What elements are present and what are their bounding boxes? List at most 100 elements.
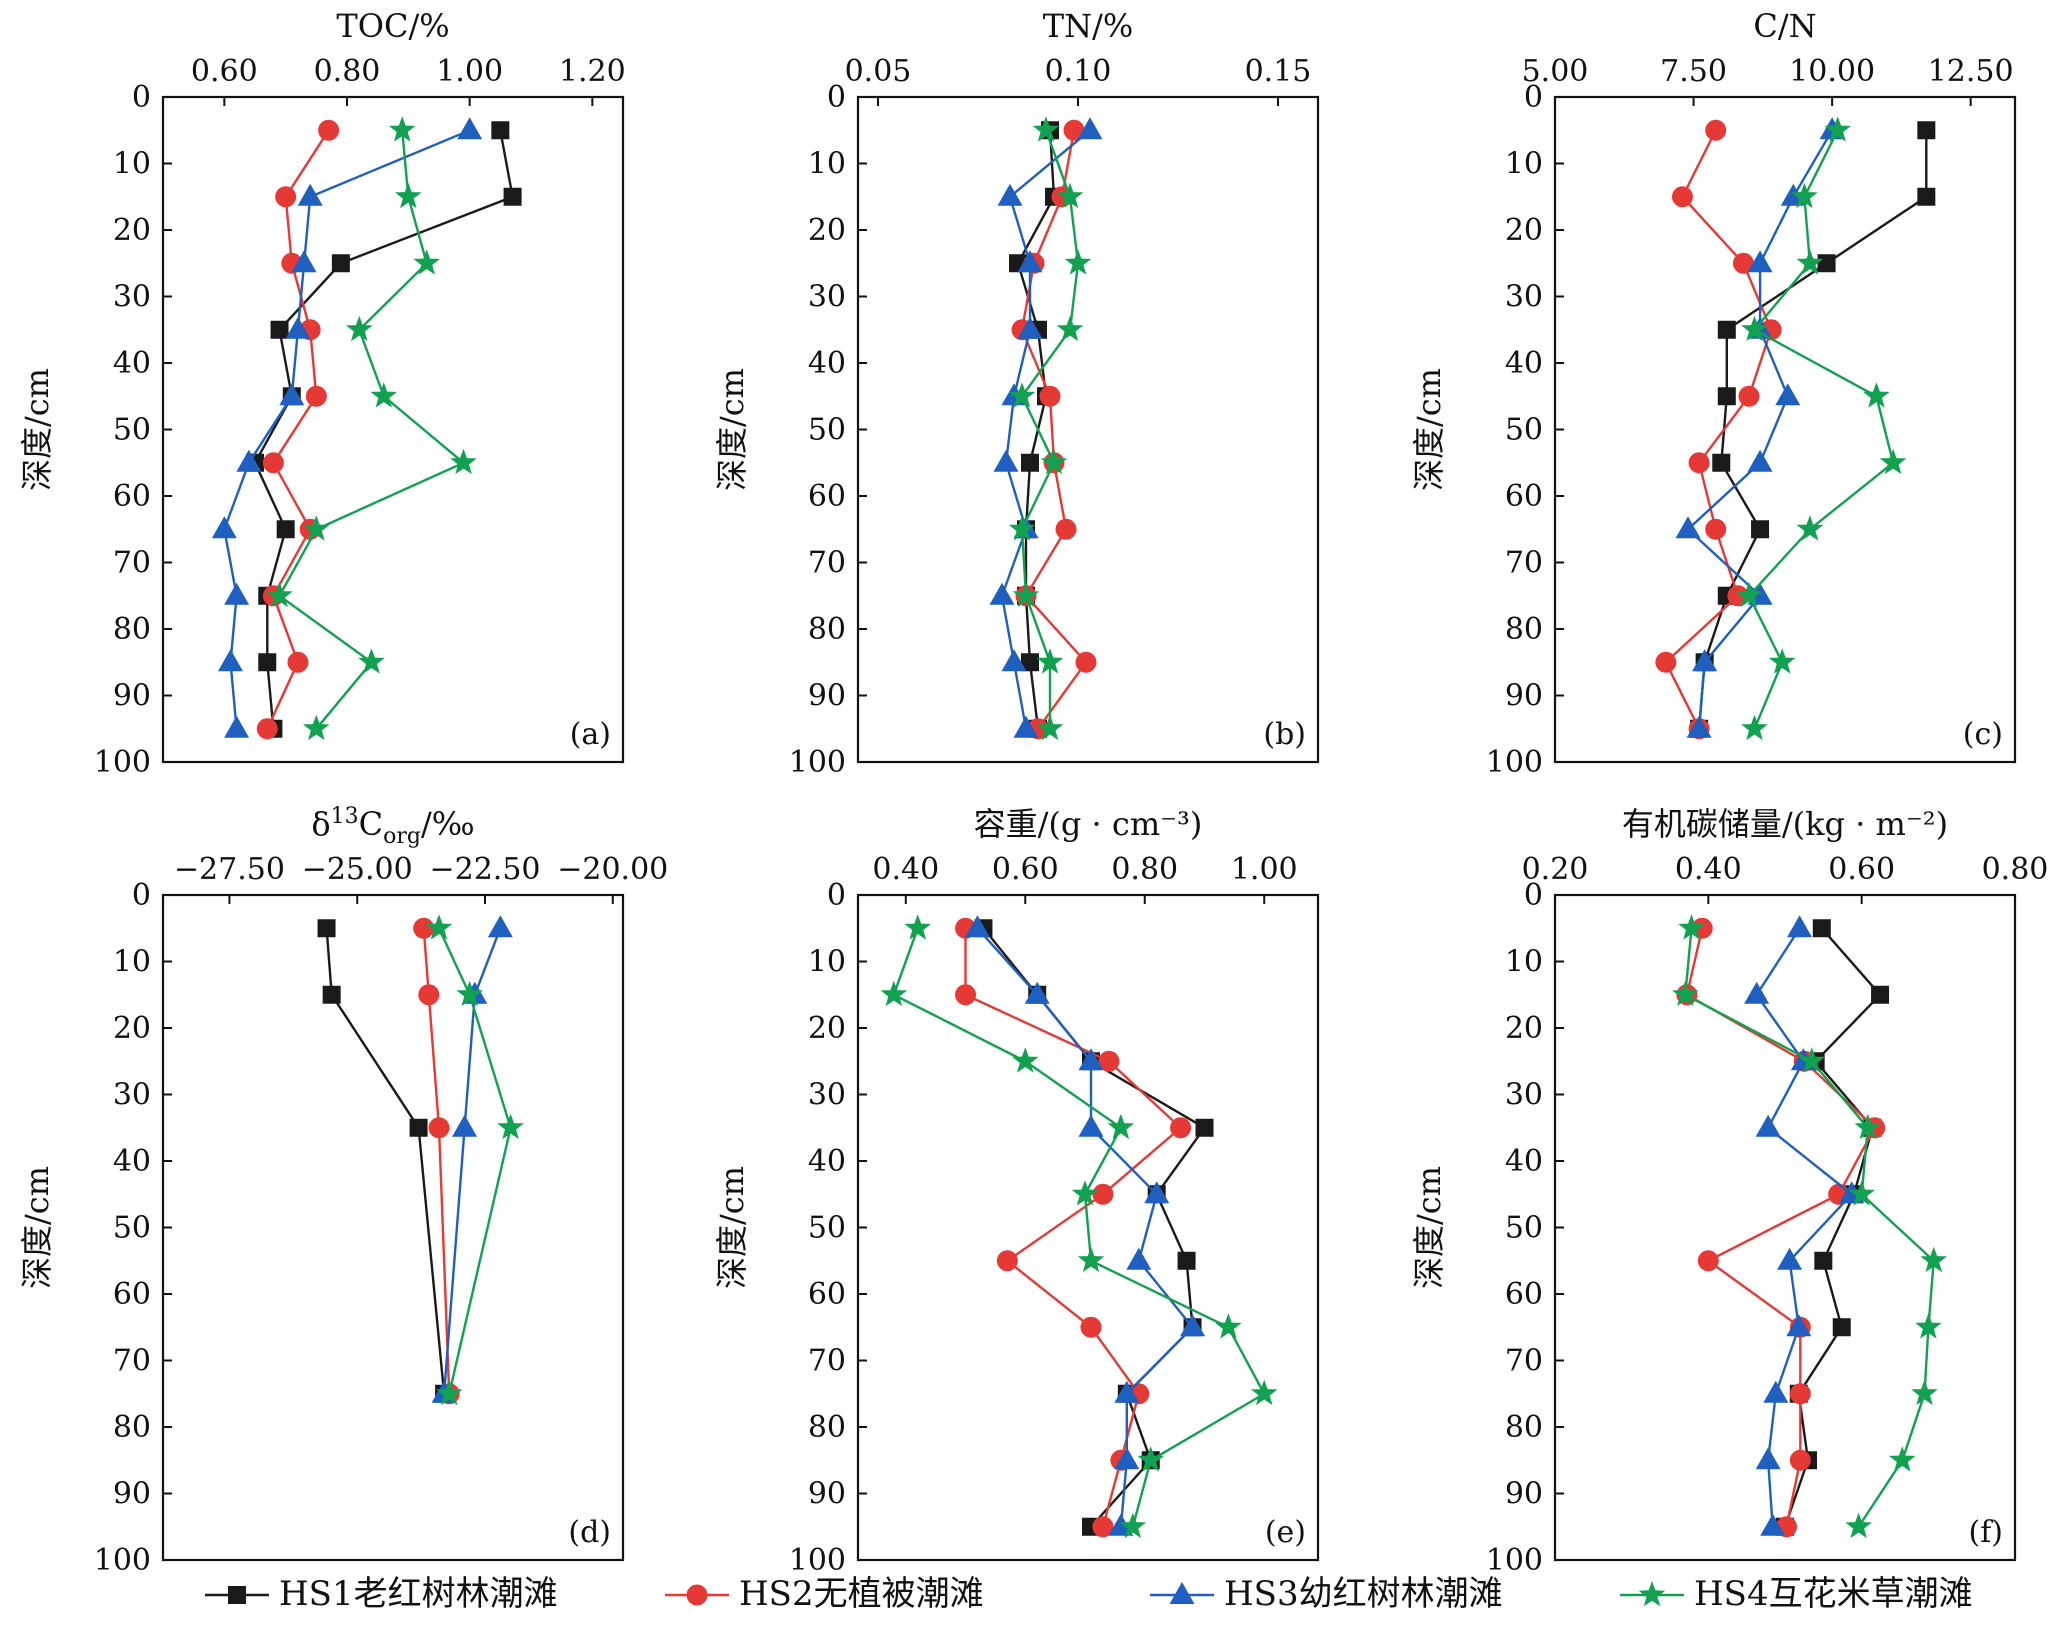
data-point <box>258 653 277 672</box>
series-line <box>964 928 1183 1528</box>
y-tick-label: 50 <box>1505 1211 1543 1246</box>
legend-label: HS3幼红树林潮滩 <box>1224 1574 1503 1614</box>
data-point <box>413 917 435 939</box>
data-point <box>1092 1516 1114 1538</box>
data-point <box>1848 1180 1875 1206</box>
y-tick-label: 0 <box>827 80 846 115</box>
x-axis-title: 容重/(g · cm⁻³) <box>974 805 1203 843</box>
y-tick-label: 80 <box>113 612 151 647</box>
data-point <box>1747 449 1773 472</box>
data-point <box>1063 119 1085 141</box>
series-line <box>1697 130 1928 729</box>
x-axis-title: δ13Corg/‰ <box>311 804 474 849</box>
series-line <box>223 129 471 729</box>
data-point <box>1092 1183 1114 1205</box>
data-point <box>1126 1247 1152 1270</box>
series-HS2 <box>413 917 460 1405</box>
data-point <box>211 516 237 539</box>
x-tick-label: −20.00 <box>557 852 668 887</box>
series-line <box>976 927 1195 1527</box>
y-tick-label: 80 <box>808 612 846 647</box>
series-line <box>1020 129 1080 729</box>
y-tick-label: 40 <box>1505 346 1543 381</box>
y-tick-label: 10 <box>1505 147 1543 182</box>
series-line <box>422 928 451 1394</box>
x-tick-label: 0.40 <box>1675 852 1742 887</box>
legend-marker <box>1169 1582 1195 1604</box>
data-point <box>1056 315 1084 342</box>
data-point <box>1717 387 1736 406</box>
legend-item-HS3: HS3幼红树林潮滩 <box>1150 1574 1503 1614</box>
data-point <box>1195 1118 1214 1137</box>
legend-item-HS2: HS2无植被潮滩 <box>665 1574 984 1614</box>
series-HS1 <box>1776 919 1890 1536</box>
data-point <box>1911 1379 1938 1406</box>
x-axis-title: TN/% <box>1043 7 1134 45</box>
y-axis-title: 深度/cm <box>18 1166 56 1289</box>
data-point <box>224 715 250 738</box>
data-point <box>418 984 440 1006</box>
data-point <box>996 1250 1018 1272</box>
data-point <box>1777 1247 1803 1270</box>
data-point <box>955 984 977 1006</box>
data-point <box>275 186 297 208</box>
y-tick-label: 40 <box>113 346 151 381</box>
legend-marker <box>686 1584 708 1606</box>
y-tick-label: 10 <box>1505 945 1543 980</box>
y-tick-label: 70 <box>808 1344 846 1379</box>
data-point <box>1114 1380 1140 1403</box>
data-point <box>1817 254 1836 273</box>
data-point <box>1812 919 1831 938</box>
data-point <box>1012 1047 1039 1073</box>
data-point <box>1786 1314 1812 1337</box>
data-point <box>1755 1447 1781 1470</box>
data-point <box>964 915 990 938</box>
data-point <box>1789 1383 1811 1405</box>
data-point <box>1798 1047 1826 1073</box>
legend-label: HS1老红树林潮滩 <box>279 1574 558 1614</box>
y-tick-label: 40 <box>808 1144 846 1179</box>
data-point <box>1791 182 1818 209</box>
legend-marker <box>228 1586 246 1604</box>
data-point <box>1744 981 1770 1004</box>
data-point <box>1705 518 1727 540</box>
data-point <box>1075 651 1097 673</box>
x-tick-label: 0.80 <box>1982 852 2049 887</box>
data-point <box>425 914 453 940</box>
panel-f: 0.20 0.40 0.60 0.80 0 10 20 30 40 50 60 70 80 90 100 有机… <box>1410 805 2048 1578</box>
panel-label: (a) <box>570 717 611 752</box>
data-point <box>1170 1117 1192 1139</box>
data-point <box>1824 116 1851 142</box>
data-point <box>1688 452 1710 474</box>
data-point <box>1705 119 1727 141</box>
y-tick-label: 50 <box>1505 413 1543 448</box>
y-tick-label: 90 <box>808 679 846 714</box>
data-point <box>1655 651 1677 673</box>
data-point <box>452 1114 478 1137</box>
y-tick-label: 20 <box>1505 1011 1543 1046</box>
data-point <box>1180 1314 1206 1337</box>
data-point <box>1763 1380 1789 1403</box>
data-point <box>1787 915 1813 938</box>
legend-marker <box>1638 1581 1666 1607</box>
data-point <box>450 448 477 475</box>
data-point <box>322 985 341 1004</box>
x-tick-label: 1.20 <box>559 54 626 89</box>
x-axis-title: TOC/% <box>336 7 449 45</box>
y-tick-label: 90 <box>113 1477 151 1512</box>
y-tick-label: 80 <box>808 1410 846 1445</box>
panel-d: −27.50 −25.00 −22.50 −20.00 0 10 20 30 40 50 60 70 8… <box>18 804 668 1578</box>
data-point <box>1024 981 1050 1004</box>
data-point <box>1917 121 1936 140</box>
y-tick-label: 0 <box>132 80 151 115</box>
x-tick-label: 0.10 <box>1045 54 1112 89</box>
data-point <box>287 651 309 673</box>
data-point <box>1008 515 1036 541</box>
data-point <box>993 449 1019 472</box>
x-tick-label: −22.50 <box>429 852 540 887</box>
series-line <box>1684 928 1935 1528</box>
x-tick-label: −25.00 <box>302 852 413 887</box>
legend: HS1老红树林潮滩 HS2无植被潮滩 HS3幼红树林潮滩 HS4互花米草潮滩 <box>205 1574 1973 1614</box>
panel-label: (f) <box>1968 1515 2003 1550</box>
